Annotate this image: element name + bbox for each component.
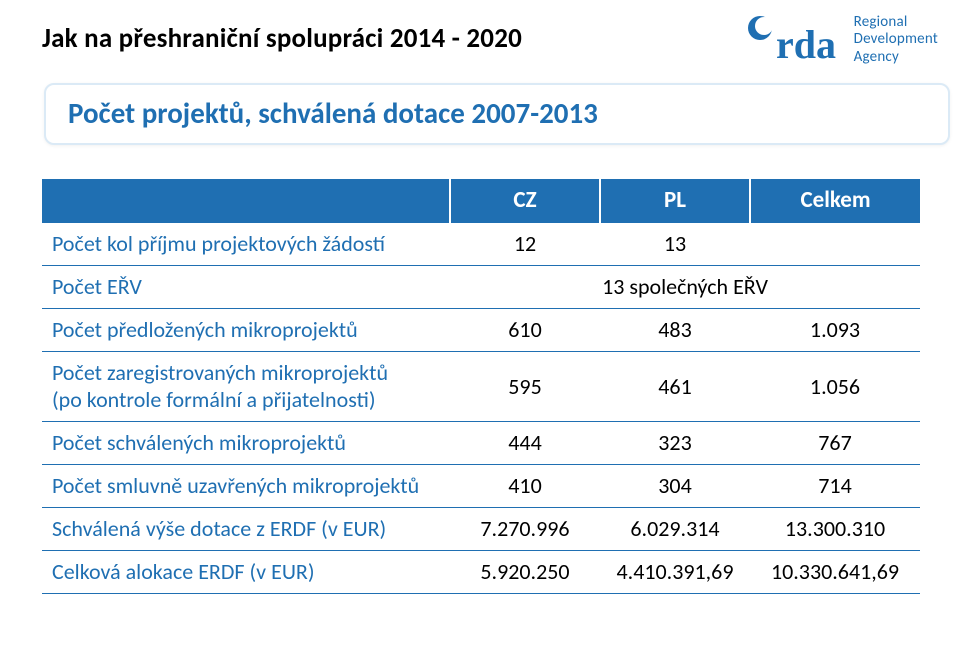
- subtitle: Počet projektů, schválená dotace 2007-20…: [68, 95, 926, 131]
- table-row: Schválená výše dotace z ERDF (v EUR) 7.2…: [42, 508, 920, 551]
- row-label: Počet smluvně uzavřených mikroprojektů: [42, 465, 450, 508]
- table-row: Počet schválených mikroprojektů 444 323 …: [42, 422, 920, 465]
- cell-pl: 323: [600, 422, 750, 465]
- cell-pl: 4.410.391,69: [600, 551, 750, 594]
- col-header-cz: CZ: [450, 179, 600, 223]
- cell-cz: 595: [450, 352, 600, 422]
- rda-logo-icon: rda: [744, 14, 844, 66]
- logo-wordmark: rda: [776, 22, 836, 66]
- row-label: Schválená výše dotace z ERDF (v EUR): [42, 508, 450, 551]
- subtitle-panel: Počet projektů, schválená dotace 2007-20…: [44, 83, 950, 145]
- table-row: Počet kol příjmu projektových žádostí 12…: [42, 223, 920, 266]
- col-header-total: Celkem: [750, 179, 920, 223]
- row-label: Počet zaregistrovaných mikroprojektů (po…: [42, 352, 450, 422]
- cell-cz: 7.270.996: [450, 508, 600, 551]
- cell-pl: 461: [600, 352, 750, 422]
- cell-pl: 304: [600, 465, 750, 508]
- cell-total: 1.056: [750, 352, 920, 422]
- cell-total: 767: [750, 422, 920, 465]
- cell-cz: 610: [450, 309, 600, 352]
- logo-tag-line1: Regional: [854, 14, 938, 31]
- logo-tagline: Regional Development Agency: [854, 14, 938, 66]
- cell-total: 714: [750, 465, 920, 508]
- cell-pl: 13: [600, 223, 750, 266]
- projects-table: CZ PL Celkem Počet kol příjmu projektový…: [42, 179, 920, 594]
- row-label: Počet schválených mikroprojektů: [42, 422, 450, 465]
- row-label: Počet předložených mikroprojektů: [42, 309, 450, 352]
- cell-cz: 5.920.250: [450, 551, 600, 594]
- row-label: Celková alokace ERDF (v EUR): [42, 551, 450, 594]
- table-row: Počet smluvně uzavřených mikroprojektů 4…: [42, 465, 920, 508]
- col-header-label: [42, 179, 450, 223]
- table-row: Počet EŘV 13 společných EŘV: [42, 266, 920, 309]
- cell-pl: 6.029.314: [600, 508, 750, 551]
- row-label: Počet EŘV: [42, 266, 450, 309]
- table-row: Celková alokace ERDF (v EUR) 5.920.250 4…: [42, 551, 920, 594]
- cell-pl: 483: [600, 309, 750, 352]
- cell-total: 10.330.641,69: [750, 551, 920, 594]
- cell-total: 13.300.310: [750, 508, 920, 551]
- cell-merged: 13 společných EŘV: [450, 266, 920, 309]
- cell-cz: 12: [450, 223, 600, 266]
- slide: rda Regional Development Agency Jak na p…: [0, 0, 960, 663]
- cell-cz: 444: [450, 422, 600, 465]
- table-head: CZ PL Celkem: [42, 179, 920, 223]
- cell-total: 1.093: [750, 309, 920, 352]
- col-header-pl: PL: [600, 179, 750, 223]
- table-row: Počet předložených mikroprojektů 610 483…: [42, 309, 920, 352]
- brand-logo: rda Regional Development Agency: [744, 14, 938, 66]
- row-label: Počet kol příjmu projektových žádostí: [42, 223, 450, 266]
- cell-total: [750, 223, 920, 266]
- cell-cz: 410: [450, 465, 600, 508]
- table-row: Počet zaregistrovaných mikroprojektů (po…: [42, 352, 920, 422]
- logo-tag-line2: Development: [854, 31, 938, 48]
- table-body: Počet kol příjmu projektových žádostí 12…: [42, 223, 920, 594]
- logo-tag-line3: Agency: [854, 49, 938, 66]
